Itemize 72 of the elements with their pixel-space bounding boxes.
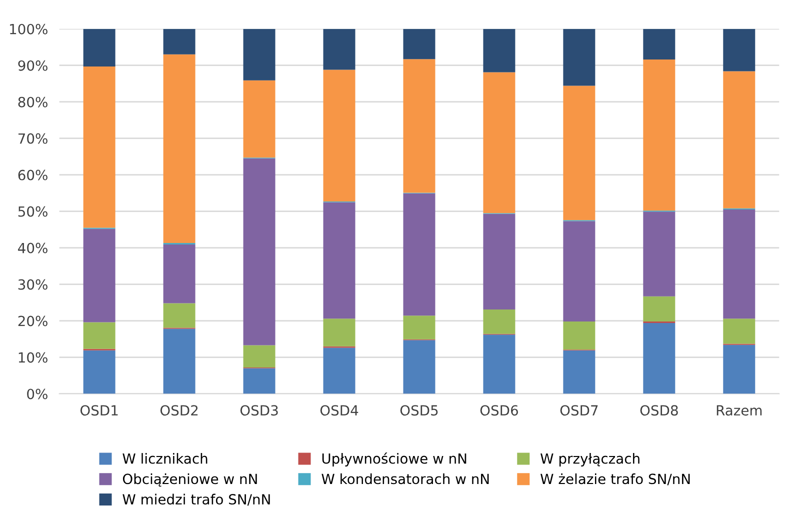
- legend-label: W przyłączach: [540, 453, 640, 466]
- bar: [563, 350, 596, 394]
- y-tick-label: 90%: [18, 60, 48, 71]
- bar: [83, 228, 116, 322]
- bar: [163, 28, 196, 54]
- y-tick-label: 60%: [18, 170, 48, 180]
- bar: [563, 86, 596, 220]
- bar: [243, 158, 276, 346]
- bar: [243, 80, 276, 158]
- x-tick-label: OSD4: [320, 405, 358, 416]
- bar: [323, 202, 356, 319]
- x-tick-label: OSD2: [160, 405, 198, 416]
- bar: [643, 322, 676, 394]
- legend-label: Obciążeniowe w nN: [122, 473, 257, 487]
- bar: [323, 318, 356, 346]
- y-tick-label: 100%: [10, 24, 48, 34]
- x-tick-label: OSD8: [640, 405, 678, 416]
- y-tick-label: 50%: [18, 206, 48, 217]
- x-tick-label: OSD1: [80, 405, 118, 416]
- bar: [323, 70, 356, 202]
- legend-label: Upływnościowe w nN: [322, 452, 466, 466]
- bar: [643, 212, 676, 296]
- bar: [243, 28, 276, 80]
- bar: [483, 28, 516, 72]
- bar: [403, 193, 436, 316]
- y-tick-label: 40%: [18, 242, 48, 254]
- bar: [643, 60, 676, 211]
- bar: [243, 368, 276, 394]
- bar: [83, 66, 116, 228]
- bar: [723, 71, 756, 208]
- y-tick-label: 80%: [18, 96, 48, 108]
- bar: [723, 344, 756, 394]
- bar: [163, 54, 196, 244]
- bar: [323, 28, 356, 70]
- bar: [563, 322, 596, 350]
- bar: [163, 328, 196, 394]
- y-tick-label: 70%: [18, 133, 48, 144]
- legend-label: W miedzi trafo SN/nN: [122, 494, 270, 506]
- y-tick-label: 20%: [18, 316, 48, 326]
- x-tick-label: OSD7: [560, 405, 598, 416]
- bar: [483, 309, 516, 334]
- bar: [163, 303, 196, 328]
- bar: [483, 72, 516, 214]
- bar: [403, 59, 436, 193]
- x-tick-label: OSD6: [480, 405, 518, 416]
- y-tick-label: 0%: [27, 388, 48, 400]
- bar: [83, 28, 116, 66]
- bar: [563, 28, 596, 86]
- x-tick-label: Razem: [716, 405, 762, 416]
- bar: [323, 348, 356, 394]
- bar: [643, 296, 676, 322]
- legend-label: W żelazie trafo SN/nN: [540, 473, 690, 486]
- bar: [483, 334, 516, 394]
- y-tick-label: 30%: [18, 279, 48, 290]
- bar: [403, 340, 436, 394]
- bar: [83, 322, 116, 349]
- x-tick-label: OSD5: [400, 405, 438, 416]
- y-tick-label: 10%: [18, 352, 48, 363]
- bar: [723, 28, 756, 72]
- bar: [723, 318, 756, 344]
- bar: [243, 345, 276, 368]
- bar: [163, 244, 196, 304]
- bar: [403, 28, 436, 60]
- bar: [723, 209, 756, 319]
- legend-label: W licznikach: [122, 453, 208, 464]
- legend-label: W kondensatorach w nN: [322, 473, 489, 484]
- bar: [403, 316, 436, 340]
- bar: [83, 350, 116, 394]
- bar: [643, 28, 676, 60]
- bar: [563, 221, 596, 322]
- x-tick-label: OSD3: [240, 405, 278, 416]
- bar: [483, 214, 516, 310]
